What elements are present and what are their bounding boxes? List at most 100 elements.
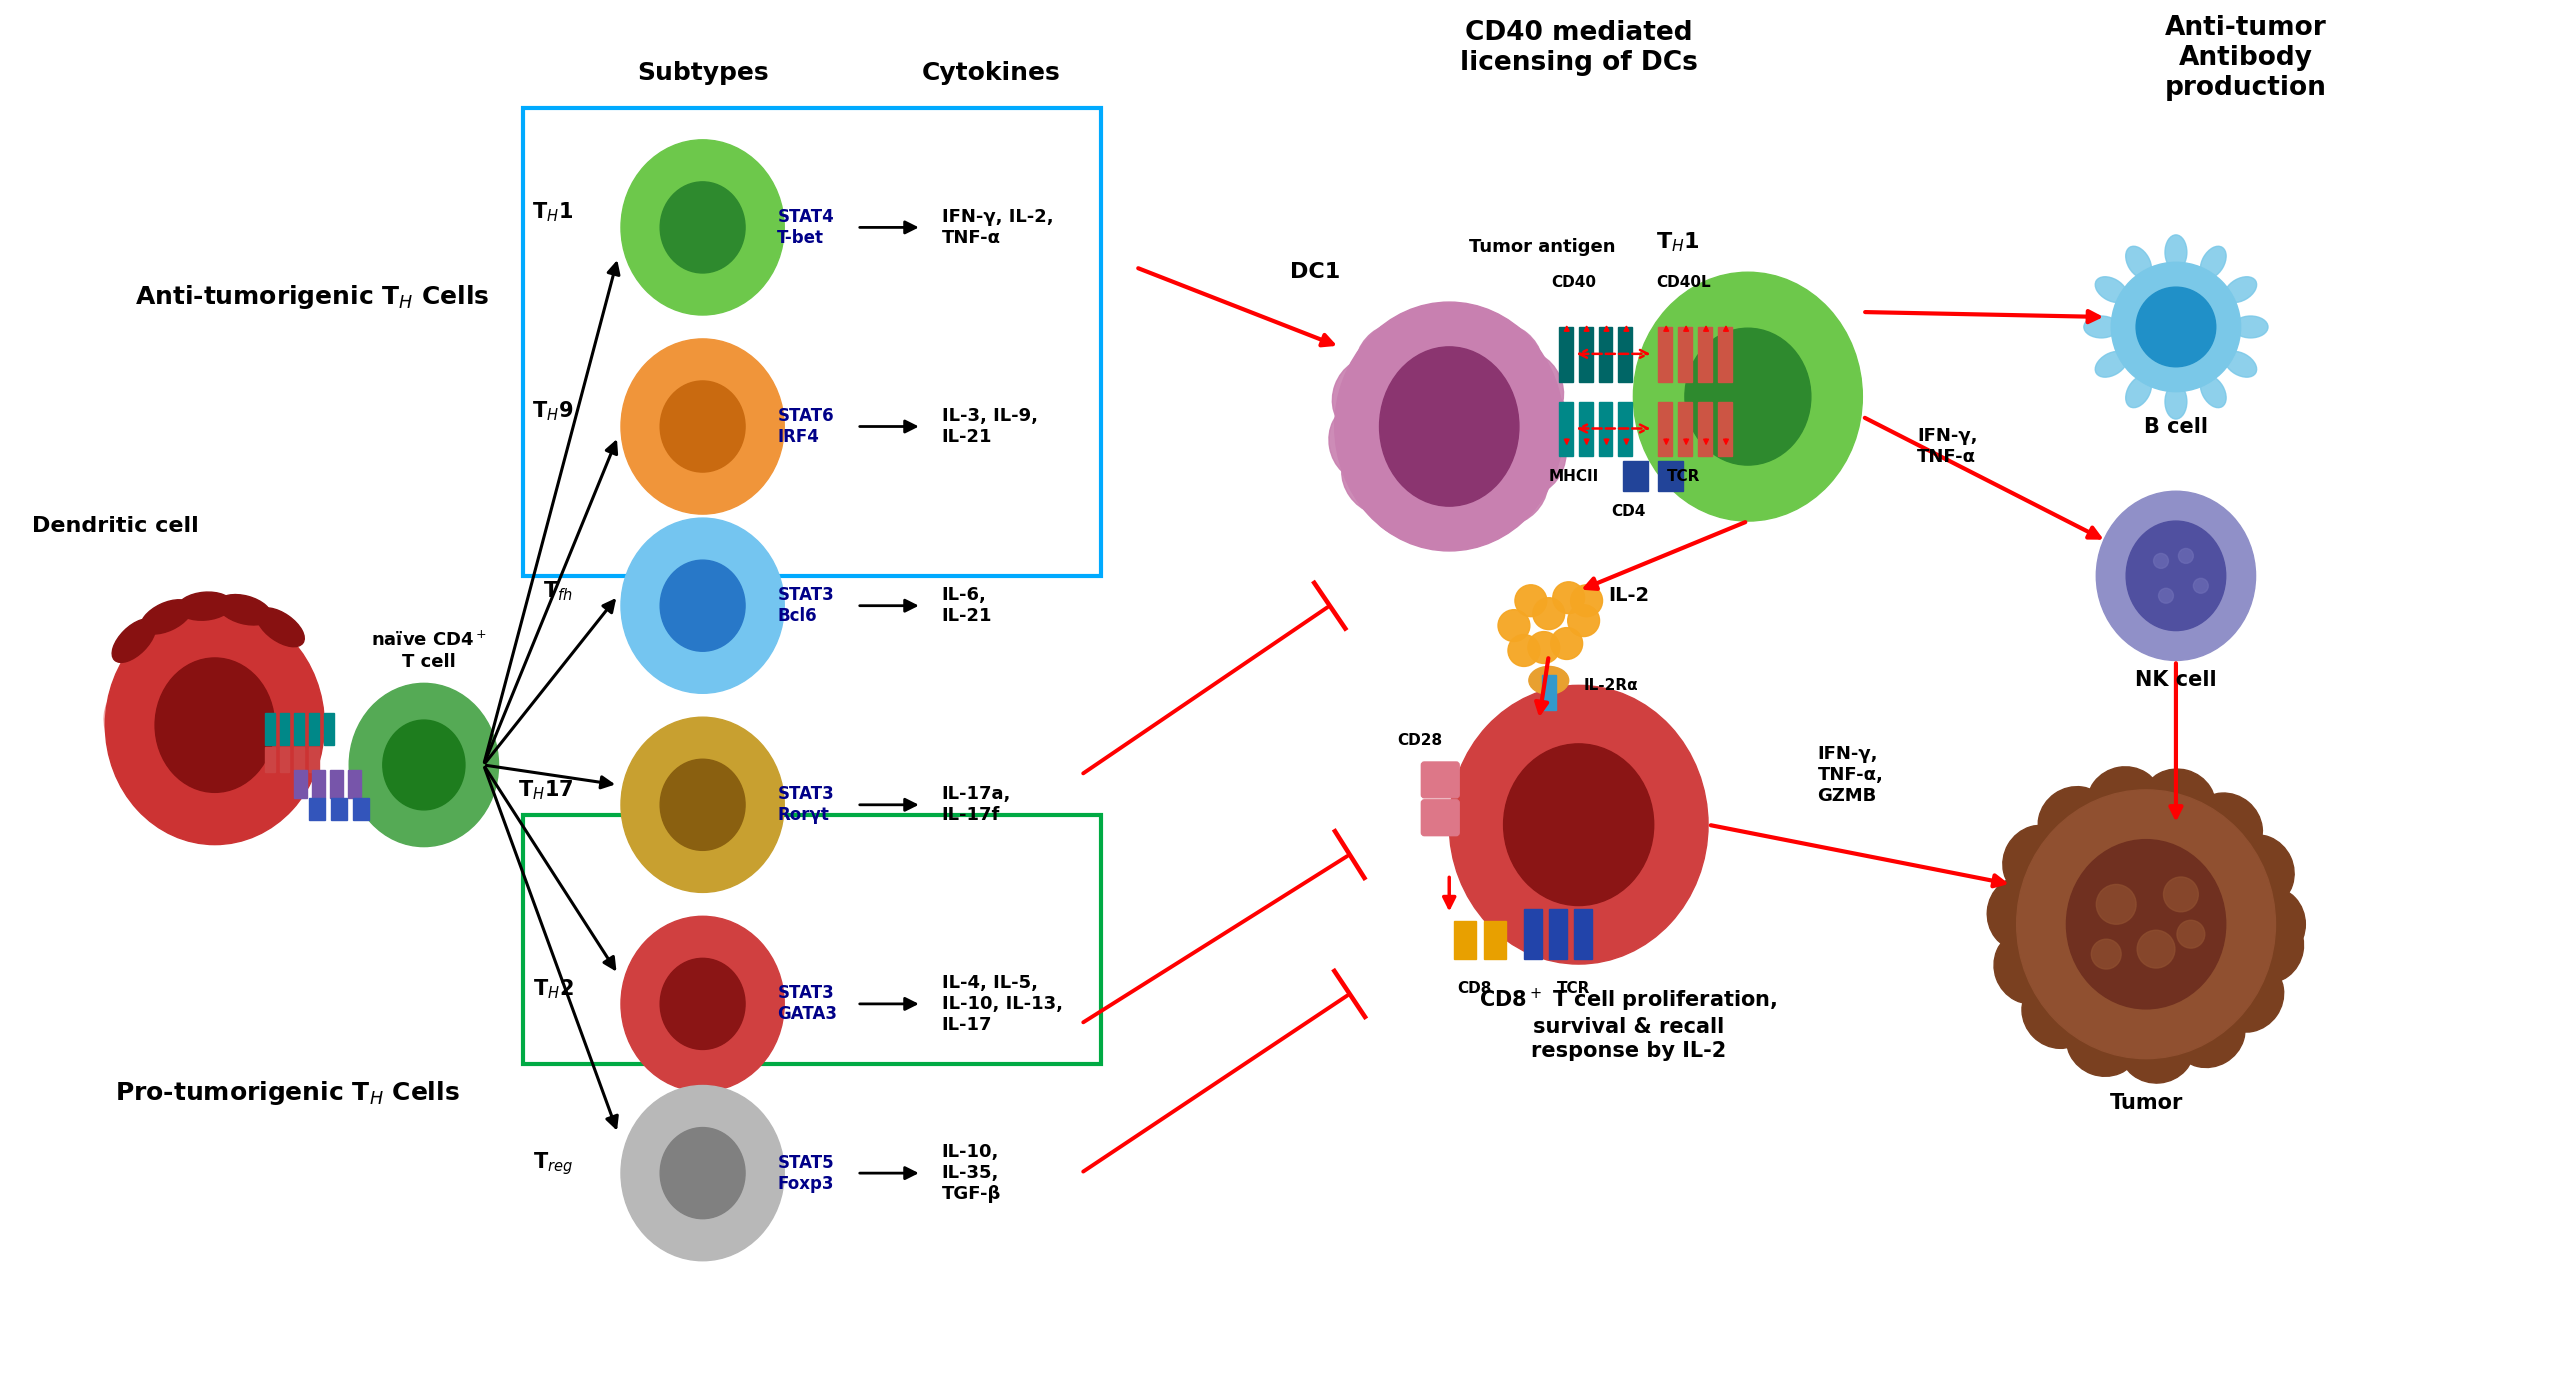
Ellipse shape [1515,584,1546,616]
Bar [279,714,289,745]
Bar [1658,402,1671,457]
Text: IL-10,
IL-35,
TGF-β: IL-10, IL-35, TGF-β [942,1144,1001,1203]
Ellipse shape [1336,302,1564,551]
Bar [330,798,348,820]
Ellipse shape [348,683,499,847]
Bar [264,714,274,745]
Ellipse shape [2224,276,2257,302]
Bar [1558,327,1574,382]
Text: T$_H$17: T$_H$17 [517,778,573,802]
Ellipse shape [2237,887,2306,961]
FancyBboxPatch shape [1420,762,1459,798]
Ellipse shape [1328,407,1384,478]
Ellipse shape [177,593,233,620]
Ellipse shape [2096,352,2127,377]
Text: Cytokines: Cytokines [921,60,1059,85]
Text: CD8$^+$ T cell proliferation,
survival & recall
response by IL-2: CD8$^+$ T cell proliferation, survival &… [1479,987,1779,1060]
Bar [353,798,368,820]
Ellipse shape [2068,1006,2139,1077]
Ellipse shape [1528,667,1569,694]
Text: T$_H$1: T$_H$1 [1656,231,1699,254]
Text: T$_H$1: T$_H$1 [532,201,573,224]
Text: STAT3
Bcl6: STAT3 Bcl6 [778,586,834,626]
Ellipse shape [2224,835,2295,909]
Ellipse shape [1448,685,1707,964]
Ellipse shape [1497,609,1530,642]
Ellipse shape [1369,478,1436,538]
Text: TCR: TCR [1666,469,1699,484]
Bar [310,747,320,771]
Ellipse shape [218,594,271,626]
Bar [1679,327,1691,382]
Ellipse shape [2022,976,2093,1048]
Bar [1599,327,1612,382]
Ellipse shape [1505,744,1653,906]
Ellipse shape [2037,786,2111,858]
FancyBboxPatch shape [1420,800,1459,836]
Ellipse shape [2111,263,2242,392]
Ellipse shape [1533,598,1564,630]
Text: Anti-tumor
Antibody
production: Anti-tumor Antibody production [2165,15,2326,102]
Ellipse shape [264,697,320,767]
Ellipse shape [2162,877,2198,912]
Ellipse shape [2234,316,2267,338]
Ellipse shape [105,606,325,844]
Text: MHCII: MHCII [1548,469,1599,484]
Ellipse shape [2016,789,2275,1059]
Ellipse shape [2137,287,2216,367]
Ellipse shape [1446,487,1517,543]
Text: Tumor: Tumor [2109,1093,2183,1114]
Bar [330,770,343,798]
Text: TCR: TCR [1556,982,1589,997]
Bar [1484,921,1507,960]
Ellipse shape [123,720,182,788]
Ellipse shape [1333,359,1390,429]
Ellipse shape [1993,930,2065,1004]
Bar [1679,402,1691,457]
Ellipse shape [2137,931,2175,968]
Text: IL-3, IL-9,
IL-21: IL-3, IL-9, IL-21 [942,407,1036,446]
Text: IL-6,
IL-21: IL-6, IL-21 [942,586,993,626]
Text: Pro-tumorigenic T$_H$ Cells: Pro-tumorigenic T$_H$ Cells [115,1079,461,1107]
Bar [279,747,289,771]
Ellipse shape [2178,549,2193,564]
Ellipse shape [2173,997,2244,1067]
Ellipse shape [2165,384,2188,419]
Bar [1558,402,1574,457]
Bar [1543,675,1556,711]
Ellipse shape [105,683,159,752]
Ellipse shape [251,738,310,804]
FancyBboxPatch shape [525,815,1100,1064]
Ellipse shape [1551,627,1581,660]
Bar [1579,402,1592,457]
Ellipse shape [2157,588,2173,604]
Ellipse shape [660,381,745,472]
Ellipse shape [660,958,745,1049]
Bar [294,770,307,798]
Bar [1574,909,1592,960]
Ellipse shape [2214,960,2283,1033]
Ellipse shape [1571,584,1602,616]
Bar [310,798,325,820]
Ellipse shape [660,1128,745,1218]
Ellipse shape [141,600,192,634]
Ellipse shape [1477,323,1543,385]
Ellipse shape [622,916,783,1092]
Ellipse shape [174,770,243,825]
Ellipse shape [622,140,783,315]
Ellipse shape [660,560,745,652]
Ellipse shape [1356,323,1420,385]
Bar [1617,327,1633,382]
Ellipse shape [1528,631,1561,663]
Ellipse shape [1510,424,1566,494]
Ellipse shape [1341,447,1402,514]
Ellipse shape [113,619,156,663]
Text: IFN-γ,
TNF-α: IFN-γ, TNF-α [1917,428,1978,466]
Ellipse shape [2091,939,2121,969]
Text: STAT4
T-bet: STAT4 T-bet [778,208,834,246]
Ellipse shape [1988,876,2057,950]
Bar [294,714,305,745]
Text: T$_H$2: T$_H$2 [532,978,573,1001]
Text: CD40: CD40 [1551,275,1597,290]
Bar [1699,327,1712,382]
